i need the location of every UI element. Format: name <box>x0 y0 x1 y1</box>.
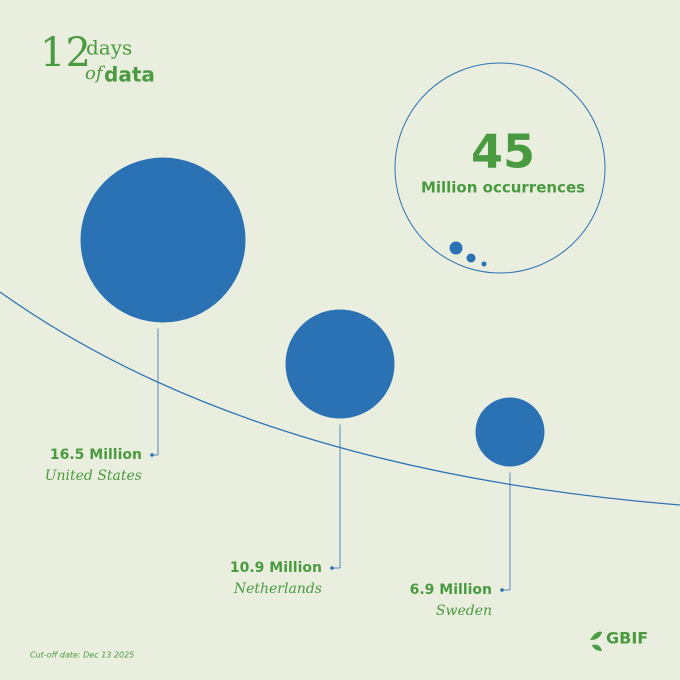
stem-dot <box>330 566 334 570</box>
bubble <box>285 309 395 419</box>
logo-leaf <box>590 631 602 651</box>
bubble <box>80 157 246 323</box>
logo: GBIF <box>590 629 648 651</box>
curve <box>0 291 680 506</box>
bubble <box>475 397 545 467</box>
stem-dot <box>500 588 504 592</box>
decor-dot <box>449 241 463 255</box>
title-word: days <box>86 36 132 60</box>
value-label: 16.5 Million <box>50 447 142 463</box>
stem-dot <box>150 453 154 457</box>
value-label: 6.9 Million <box>410 582 492 598</box>
total: 45 <box>471 125 535 179</box>
total-circle <box>394 62 606 274</box>
decor-dot <box>481 261 487 267</box>
title-word: of <box>85 63 106 84</box>
decor-dot <box>466 253 476 263</box>
value-label: 10.9 Million <box>230 560 322 576</box>
category-label: United States <box>45 468 142 484</box>
title-number: 12 <box>40 30 91 76</box>
category-label: Sweden <box>436 603 492 619</box>
category-label: Netherlands <box>233 581 322 597</box>
total-label: Million occurrences <box>421 179 585 197</box>
title-word: data <box>104 63 155 87</box>
footnote: Cut-off date: Dec 13 2025 <box>30 651 134 660</box>
logo-text: GBIF <box>606 629 648 648</box>
